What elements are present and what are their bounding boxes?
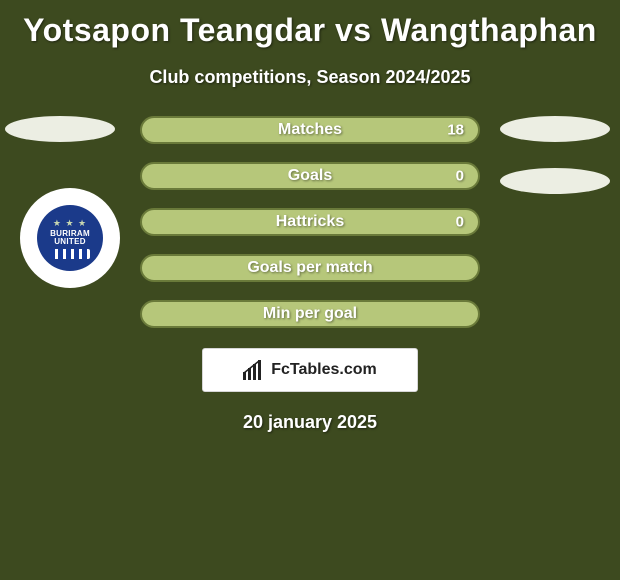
stat-bar-goals-per-match: Goals per match [140, 254, 480, 282]
page-title: Yotsapon Teangdar vs Wangthaphan [0, 0, 620, 49]
stat-label: Hattricks [276, 213, 344, 231]
club-badge: ★ ★ ★ BURIRAM UNITED [20, 188, 120, 288]
stat-bar-hattricks: Hattricks 0 [140, 208, 480, 236]
player-left-oval-icon [5, 116, 115, 142]
player-right-oval-lower-icon [500, 168, 610, 194]
content-area: ★ ★ ★ BURIRAM UNITED Matches 18 Goals 0 … [0, 116, 620, 433]
stat-value: 18 [447, 122, 464, 139]
bar-chart-icon [243, 360, 265, 380]
stats-bars: Matches 18 Goals 0 Hattricks 0 Goals per… [140, 116, 480, 328]
stat-label: Goals per match [247, 259, 372, 277]
badge-stars-icon: ★ ★ ★ [53, 218, 87, 229]
stat-label: Goals [288, 167, 332, 185]
badge-stripes-icon [50, 249, 90, 259]
stat-value: 0 [456, 168, 464, 185]
player-right-oval-upper-icon [500, 116, 610, 142]
stat-bar-min-per-goal: Min per goal [140, 300, 480, 328]
subtitle: Club competitions, Season 2024/2025 [0, 67, 620, 88]
stat-label: Min per goal [263, 305, 357, 323]
stat-bar-matches: Matches 18 [140, 116, 480, 144]
stat-bar-goals: Goals 0 [140, 162, 480, 190]
footer-date: 20 january 2025 [0, 412, 620, 433]
brand-box[interactable]: FcTables.com [202, 348, 418, 392]
badge-text-bottom: UNITED [54, 238, 86, 246]
club-badge-inner: ★ ★ ★ BURIRAM UNITED [37, 205, 103, 271]
stat-value: 0 [456, 214, 464, 231]
brand-text: FcTables.com [271, 361, 377, 379]
stat-label: Matches [278, 121, 342, 139]
